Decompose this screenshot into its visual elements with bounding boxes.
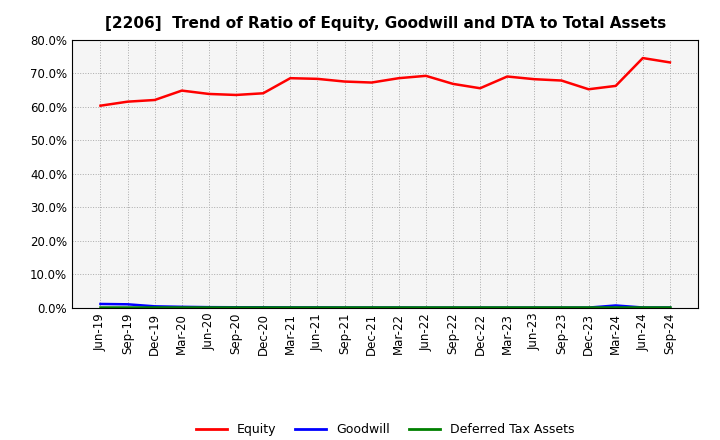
Equity: [204, 92, 213, 97]
Deferred Tax Assets: [96, 305, 105, 310]
Goodwill: [178, 304, 186, 309]
Deferred Tax Assets: [204, 305, 213, 310]
Deferred Tax Assets: [639, 305, 647, 310]
Deferred Tax Assets: [395, 305, 403, 310]
Goodwill: [367, 305, 376, 310]
Equity: [259, 91, 268, 96]
Goodwill: [286, 305, 294, 310]
Goodwill: [259, 304, 268, 310]
Equity: [665, 60, 674, 65]
Deferred Tax Assets: [449, 305, 457, 310]
Goodwill: [639, 305, 647, 310]
Deferred Tax Assets: [286, 305, 294, 310]
Deferred Tax Assets: [665, 305, 674, 310]
Equity: [150, 97, 159, 103]
Deferred Tax Assets: [232, 305, 240, 310]
Goodwill: [421, 305, 430, 310]
Deferred Tax Assets: [123, 305, 132, 310]
Equity: [584, 87, 593, 92]
Equity: [530, 77, 539, 82]
Equity: [96, 103, 105, 108]
Equity: [449, 81, 457, 87]
Deferred Tax Assets: [367, 305, 376, 310]
Goodwill: [530, 305, 539, 310]
Deferred Tax Assets: [313, 305, 322, 310]
Deferred Tax Assets: [178, 305, 186, 310]
Equity: [503, 74, 511, 79]
Equity: [286, 76, 294, 81]
Deferred Tax Assets: [341, 305, 349, 310]
Deferred Tax Assets: [584, 305, 593, 310]
Equity: [367, 80, 376, 85]
Goodwill: [232, 304, 240, 310]
Goodwill: [557, 305, 566, 310]
Goodwill: [123, 302, 132, 307]
Equity: [557, 78, 566, 83]
Goodwill: [611, 303, 620, 308]
Equity: [341, 79, 349, 84]
Equity: [421, 73, 430, 78]
Goodwill: [313, 305, 322, 310]
Goodwill: [395, 305, 403, 310]
Goodwill: [476, 305, 485, 310]
Deferred Tax Assets: [476, 305, 485, 310]
Goodwill: [204, 304, 213, 310]
Deferred Tax Assets: [150, 305, 159, 310]
Legend: Equity, Goodwill, Deferred Tax Assets: Equity, Goodwill, Deferred Tax Assets: [191, 418, 580, 440]
Line: Equity: Equity: [101, 58, 670, 106]
Deferred Tax Assets: [611, 305, 620, 310]
Goodwill: [449, 305, 457, 310]
Line: Goodwill: Goodwill: [101, 304, 670, 308]
Equity: [178, 88, 186, 93]
Deferred Tax Assets: [259, 305, 268, 310]
Equity: [639, 55, 647, 61]
Title: [2206]  Trend of Ratio of Equity, Goodwill and DTA to Total Assets: [2206] Trend of Ratio of Equity, Goodwil…: [104, 16, 666, 32]
Deferred Tax Assets: [421, 305, 430, 310]
Deferred Tax Assets: [530, 305, 539, 310]
Equity: [611, 83, 620, 88]
Equity: [232, 92, 240, 98]
Deferred Tax Assets: [503, 305, 511, 310]
Goodwill: [584, 305, 593, 310]
Goodwill: [150, 304, 159, 309]
Equity: [313, 76, 322, 81]
Equity: [476, 86, 485, 91]
Goodwill: [503, 305, 511, 310]
Goodwill: [665, 305, 674, 310]
Equity: [123, 99, 132, 104]
Equity: [395, 76, 403, 81]
Goodwill: [341, 305, 349, 310]
Goodwill: [96, 301, 105, 307]
Deferred Tax Assets: [557, 305, 566, 310]
